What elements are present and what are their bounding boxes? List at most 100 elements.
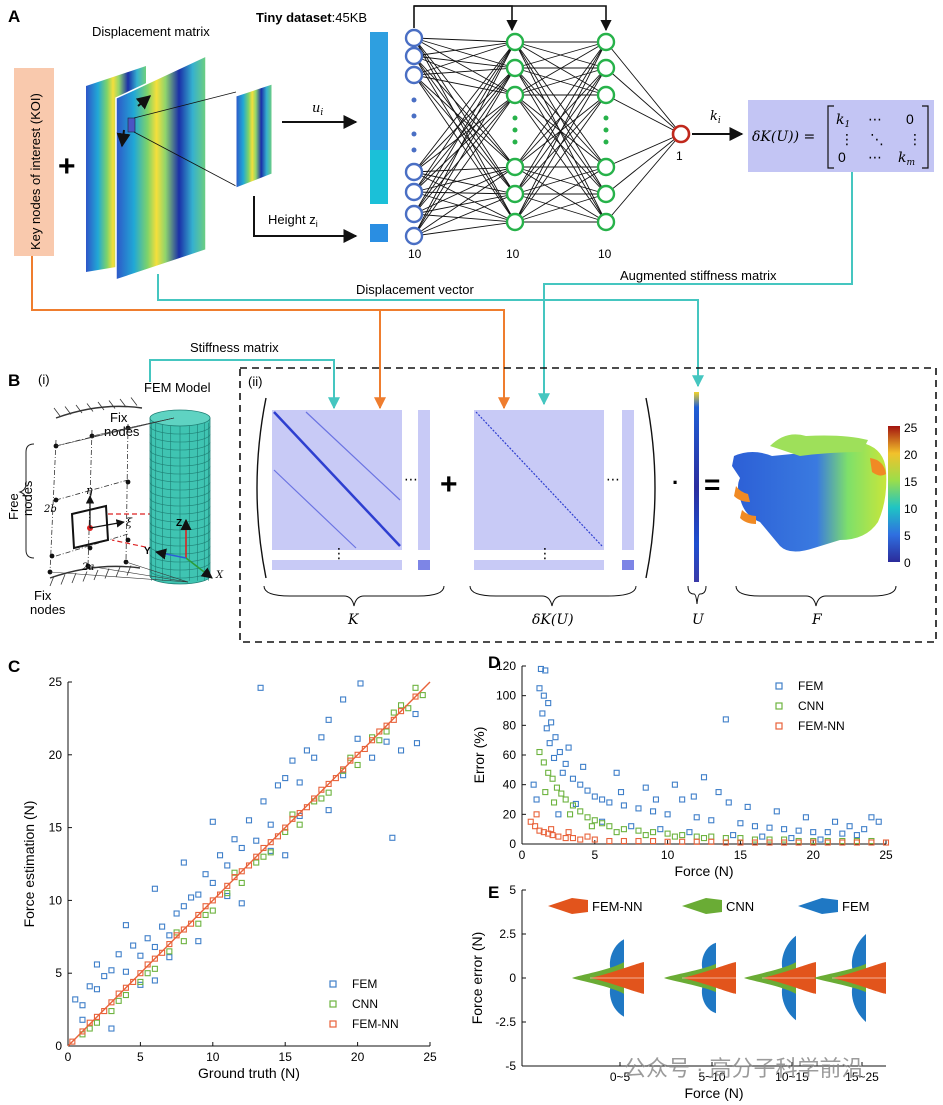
- data-point-fem: [831, 818, 839, 825]
- data-point-fem: [652, 796, 660, 803]
- data-point-fem: [700, 774, 708, 781]
- data-point-fem: [202, 871, 209, 878]
- height-arrow: [253, 196, 358, 243]
- element-quad: [70, 504, 110, 550]
- nn-connection: [514, 166, 607, 223]
- data-point-cnn: [553, 784, 560, 791]
- hatching: [49, 397, 138, 587]
- cylinder-mesh: [49, 409, 211, 585]
- data-point-cnn: [671, 833, 678, 840]
- data-point-fem-nn: [569, 835, 577, 842]
- data-point-cnn: [562, 796, 569, 803]
- nn-node: [596, 32, 616, 52]
- panel-d: D 0 5 10 15 20 25 0 20 40 60 80 100 120 Force (N) Erro…: [471, 653, 893, 879]
- data-point-fem: [79, 1002, 86, 1009]
- data-point-fem: [635, 805, 642, 812]
- hatch-line: [86, 403, 94, 412]
- panel-c-label: C: [8, 657, 20, 676]
- data-point-fem: [559, 769, 566, 776]
- panel-e: E 5 2.5 0 -2.5 -5 Force error (N) Force (N) 0~5…: [469, 883, 886, 1101]
- panel-c: C 0 5 10 15 20 25 0 5 10 15 20 25 Ground truth (N) Fo…: [8, 657, 437, 1081]
- data-point-fem: [580, 763, 587, 770]
- data-point-fem-nn: [144, 961, 151, 968]
- matrix-bracket-left: [827, 105, 834, 169]
- koi-connector-dk: [380, 309, 510, 410]
- x-tick-label: 5: [591, 848, 598, 862]
- hatch-line: [75, 404, 83, 414]
- nn-node: [404, 46, 424, 66]
- fem-grid-line: [55, 533, 129, 557]
- plus-sign-a: +: [58, 150, 76, 183]
- data-point-fem-nn: [397, 708, 405, 715]
- hatch-line: [108, 400, 116, 409]
- colorbar-tick: 10: [904, 502, 918, 516]
- data-point-fem-nn: [536, 827, 543, 834]
- data-point-fem-nn: [238, 868, 245, 875]
- aug-stiffness-connector: [538, 172, 853, 406]
- data-point-cnn: [231, 869, 238, 876]
- y-tick-label: 100: [496, 689, 516, 703]
- k-matrix-right-strip: [418, 410, 430, 550]
- data-point-fem: [108, 1025, 115, 1032]
- cylinder-top: [149, 409, 211, 427]
- dim-2b: 2b: [43, 504, 57, 515]
- nn-connection: [413, 171, 516, 223]
- legend-label: CNN: [726, 899, 754, 914]
- data-point-cnn: [383, 728, 390, 735]
- legend-label: CNN: [798, 699, 824, 713]
- data-point-fem: [72, 996, 79, 1003]
- data-point-fem-nn: [282, 824, 289, 831]
- x-tick-label: 0: [65, 1050, 72, 1064]
- data-point-fem: [79, 1016, 86, 1023]
- data-point-fem-nn: [584, 833, 591, 840]
- nn-connection: [413, 67, 516, 237]
- dataset-vector-lower: [370, 150, 388, 204]
- data-point-fem: [144, 935, 151, 942]
- chart-e: 5 2.5 0 -2.5 -5 Force error (N) Force (N) 0~5 5~…: [469, 883, 886, 1101]
- displacement-image-front: [115, 54, 207, 282]
- nn-node: [505, 184, 525, 204]
- data-point-fem-nn: [577, 836, 584, 843]
- data-point-fem: [238, 844, 245, 852]
- data-point-fem: [542, 667, 549, 674]
- x-axis: [185, 557, 213, 579]
- data-point-fem: [383, 738, 390, 745]
- nn-ellipsis-dot: [512, 115, 518, 121]
- data-point-fem: [231, 836, 238, 843]
- displacement-matrix-label: Displacement matrix: [92, 24, 210, 39]
- zoom-line-top: [133, 91, 237, 119]
- data-point-fem-nn: [781, 839, 788, 846]
- nn-connection: [605, 133, 682, 168]
- data-point-fem: [730, 832, 737, 839]
- nn-connection: [605, 67, 682, 135]
- stiffness-matrix-label: Stiffness matrix: [190, 340, 279, 355]
- aug-stiffness-label: Augmented stiffness matrix: [620, 268, 777, 283]
- data-point-fem-nn: [548, 826, 555, 833]
- u-label: ui: [312, 101, 323, 118]
- k-diag: [273, 411, 401, 547]
- data-point-fem: [759, 833, 766, 840]
- data-point-fem: [584, 787, 591, 794]
- data-point-cnn: [664, 830, 671, 837]
- colorbar-tick: 0: [904, 556, 911, 570]
- data-point-fem: [810, 829, 817, 836]
- nn-connection: [413, 94, 516, 237]
- element-link: [108, 513, 176, 549]
- data-point-cnn: [93, 1019, 101, 1026]
- dk-vdots: ⋮: [538, 545, 552, 561]
- fix-nodes-bottom-2: nodes: [30, 602, 66, 617]
- data-point-fem-nn: [303, 804, 310, 811]
- zoom-line-bottom: [133, 131, 237, 187]
- colorbar-ticks: 25 20 15 10 5 0: [904, 421, 918, 570]
- data-point-fem-nn: [93, 1013, 101, 1020]
- y-tick-label: 5: [509, 883, 516, 897]
- data-point-fem: [340, 696, 347, 703]
- data-point-fem-nn: [882, 839, 890, 846]
- data-point-fem: [868, 814, 875, 821]
- nn-node: [596, 58, 616, 78]
- disp-vector-label: Displacement vector: [356, 282, 474, 297]
- data-point-fem: [606, 799, 613, 806]
- panel-e-label: E: [488, 883, 499, 902]
- x-tick-label: 25: [423, 1050, 437, 1064]
